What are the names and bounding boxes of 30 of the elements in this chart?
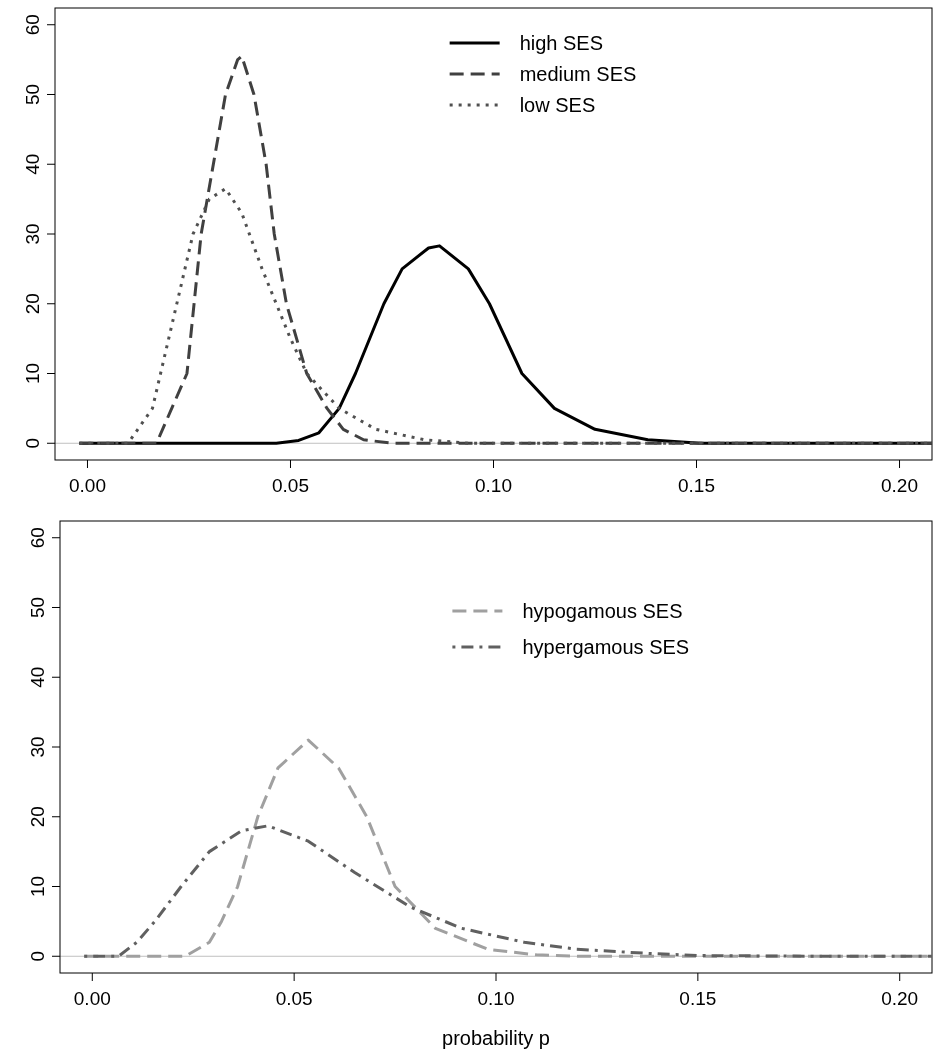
x-tick-label: 0.20: [881, 475, 919, 496]
y-tick-label: 50: [27, 596, 48, 619]
y-tick-label: 30: [22, 223, 43, 245]
legend-label: high SES: [519, 32, 604, 54]
y-tick-label: 0: [27, 950, 48, 962]
y-tick-label: 10: [27, 875, 48, 898]
legend-label: hypogamous SES: [522, 600, 683, 622]
y-tick-label: 20: [27, 806, 48, 828]
x-tick-label: 0.15: [679, 988, 717, 1009]
x-tick-label: 0.10: [475, 475, 512, 496]
y-tick-label: 10: [22, 362, 43, 385]
y-tick-label: 40: [27, 666, 48, 688]
legend-label: hypergamous SES: [522, 636, 690, 658]
legend-label: low SES: [519, 94, 596, 116]
x-tick-label: 0.00: [68, 475, 106, 496]
legend-label: medium SES: [519, 63, 637, 85]
y-tick-label: 50: [22, 83, 43, 106]
y-tick-label: 60: [27, 527, 48, 549]
y-tick-label: 40: [22, 153, 43, 175]
x-tick-label: 0.20: [881, 988, 919, 1009]
x-tick-label: 0.05: [275, 988, 313, 1009]
x-tick-label: 0.15: [678, 475, 715, 496]
x-tick-label: 0.00: [73, 988, 111, 1009]
y-tick-label: 0: [22, 437, 43, 449]
x-axis-title: probability p: [442, 1027, 550, 1049]
y-tick-label: 60: [22, 14, 43, 36]
x-tick-label: 0.05: [272, 475, 309, 496]
y-tick-label: 30: [27, 736, 48, 758]
x-tick-label: 0.10: [477, 988, 515, 1009]
y-tick-label: 20: [22, 293, 43, 315]
